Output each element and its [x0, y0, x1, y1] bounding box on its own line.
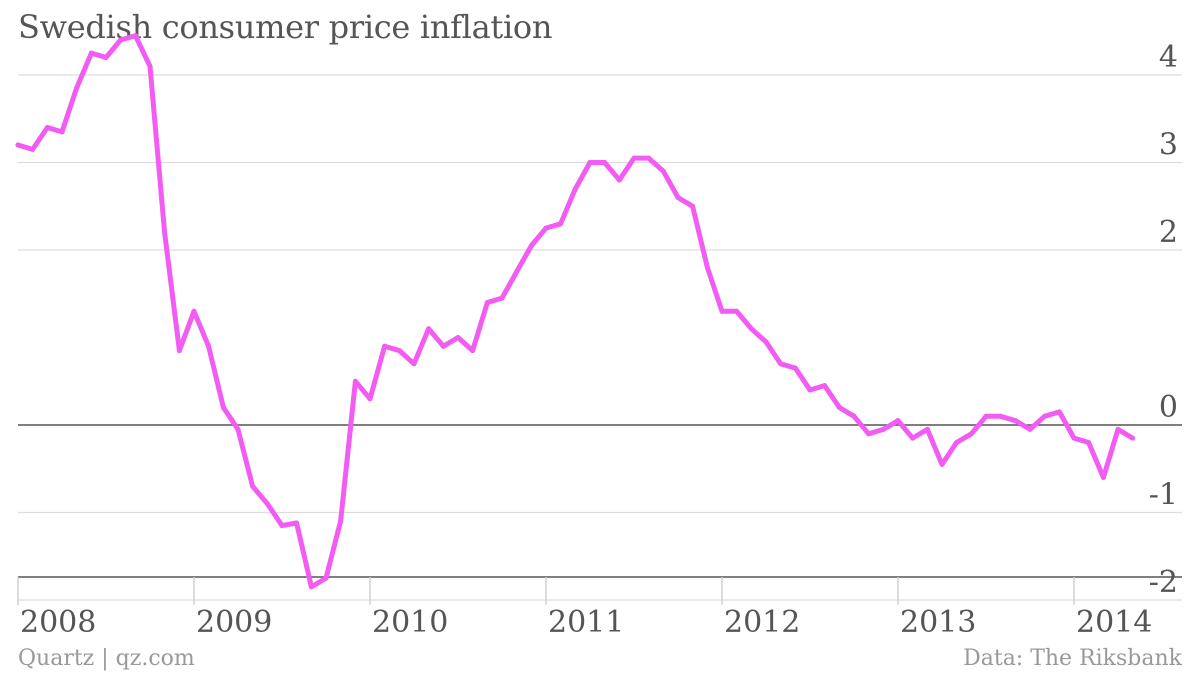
x-axis: 2008 2009 2010 2011 2012 2013 2014 [17, 576, 1182, 640]
data-point [939, 461, 945, 467]
data-point [455, 335, 461, 340]
y-tick-label: -1 [1149, 478, 1178, 513]
data-point [851, 413, 857, 419]
data-point [646, 155, 652, 161]
data-point [30, 146, 36, 152]
data-point [132, 33, 138, 39]
data-point [1042, 413, 1048, 419]
data-point [587, 160, 593, 165]
data-point [470, 348, 476, 354]
data-point [411, 361, 417, 367]
data-point [954, 440, 960, 445]
data-point [631, 155, 637, 161]
data-point [514, 269, 520, 275]
data-point [59, 129, 65, 135]
data-point [558, 221, 564, 227]
data-point [235, 426, 241, 432]
x-tick-label: 2009 [196, 605, 272, 640]
data-point [734, 308, 740, 314]
data-point [616, 177, 622, 183]
series-layer [15, 33, 1136, 590]
data-point [279, 523, 285, 529]
data-point [660, 168, 666, 174]
data-point [1115, 426, 1121, 432]
data-point [895, 418, 901, 424]
data-point [220, 405, 226, 410]
data-point [792, 365, 798, 371]
data-point [396, 348, 402, 354]
data-point [426, 326, 432, 332]
data-point [176, 348, 182, 354]
x-tick-label: 2013 [900, 605, 976, 640]
source-credit: Quartz | qz.com [18, 646, 195, 671]
data-point [250, 483, 256, 489]
data-point [719, 308, 725, 314]
x-tick-label: 2014 [1076, 605, 1152, 640]
data-point [822, 383, 828, 389]
data-point [308, 584, 314, 590]
data-point [147, 63, 153, 69]
data-point [484, 300, 490, 305]
y-tick-label: 0 [1159, 390, 1178, 425]
y-tick-label: 2 [1159, 215, 1178, 250]
data-point [807, 387, 813, 393]
data-point [704, 265, 710, 270]
chart-title: Swedish consumer price inflation [18, 8, 553, 46]
data-point [602, 160, 608, 165]
x-tick-label: 2012 [724, 605, 800, 640]
data-point [499, 295, 505, 301]
data-point [352, 378, 358, 384]
data-point [690, 203, 696, 209]
data-point [675, 195, 681, 200]
data-point [778, 361, 784, 367]
data-point [294, 520, 300, 526]
y-tick-label: 4 [1159, 40, 1178, 75]
data-point [367, 396, 373, 402]
data-point [338, 518, 344, 524]
data-point [440, 343, 446, 349]
data-point [763, 339, 769, 345]
data-point [998, 413, 1004, 419]
data-point [1056, 409, 1062, 415]
data-point [543, 225, 549, 231]
x-tick-label: 2011 [548, 605, 624, 640]
data-point [910, 435, 916, 441]
data-point [866, 431, 872, 437]
data-point [44, 125, 50, 130]
data-point [1130, 435, 1136, 441]
data-point [323, 575, 329, 581]
data-point [528, 243, 534, 249]
data-point [1100, 475, 1106, 480]
data-point [1027, 426, 1033, 432]
data-point [983, 413, 989, 419]
data-point [88, 50, 94, 56]
data-point [1071, 435, 1077, 441]
data-point [880, 426, 886, 432]
data-point [264, 501, 270, 507]
data-point [836, 405, 842, 410]
data-point [382, 343, 388, 349]
data-point [74, 85, 80, 91]
data-point [968, 431, 974, 437]
data-point [162, 230, 168, 235]
x-tick-label: 2010 [372, 605, 448, 640]
x-tick-label: 2008 [20, 605, 96, 640]
y-tick-label: -2 [1149, 565, 1178, 600]
data-point [15, 142, 21, 148]
data-point [1012, 418, 1018, 424]
data-source: Data: The Riksbank [963, 646, 1182, 671]
data-point [1086, 440, 1092, 445]
series-line [15, 33, 1136, 590]
data-point [572, 186, 578, 192]
data-point [924, 426, 930, 432]
data-point [206, 343, 212, 349]
data-point [118, 37, 124, 43]
data-point [191, 308, 197, 314]
data-point [103, 55, 109, 60]
y-tick-label: 3 [1159, 128, 1178, 163]
grid-lines [18, 74, 1182, 601]
data-point [748, 326, 754, 332]
